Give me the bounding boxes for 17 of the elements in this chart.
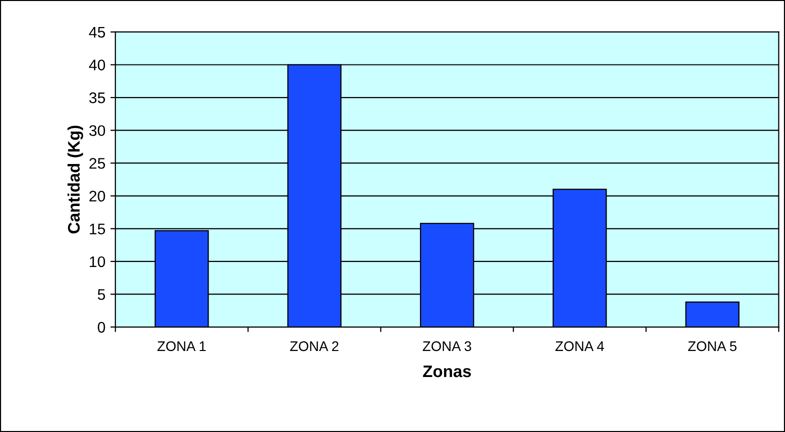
y-tick-label: 5 (98, 289, 106, 300)
y-tick-label: 30 (89, 125, 106, 136)
y-tick-label: 15 (90, 224, 106, 234)
x-tick-label: ZONA 2 (290, 341, 338, 352)
x-tick-label: ZONA 3 (422, 341, 472, 352)
y-tick-label: 20 (89, 190, 106, 202)
y-tick-label: 25 (89, 158, 106, 169)
x-tick-label: ZONA 5 (688, 341, 737, 352)
y-axis-title: Cantidad (Kg) (68, 126, 84, 234)
x-axis-title: Zonas (423, 366, 471, 378)
y-tick-label: 35 (89, 92, 106, 104)
x-tick-label: ZONA 1 (157, 341, 206, 352)
y-tick-label: 45 (89, 26, 106, 38)
y-tick-label: 0 (98, 322, 106, 333)
x-tick-label: ZONA 4 (555, 341, 604, 352)
y-tick-label: 10 (90, 256, 106, 268)
y-tick-label: 40 (89, 60, 106, 70)
